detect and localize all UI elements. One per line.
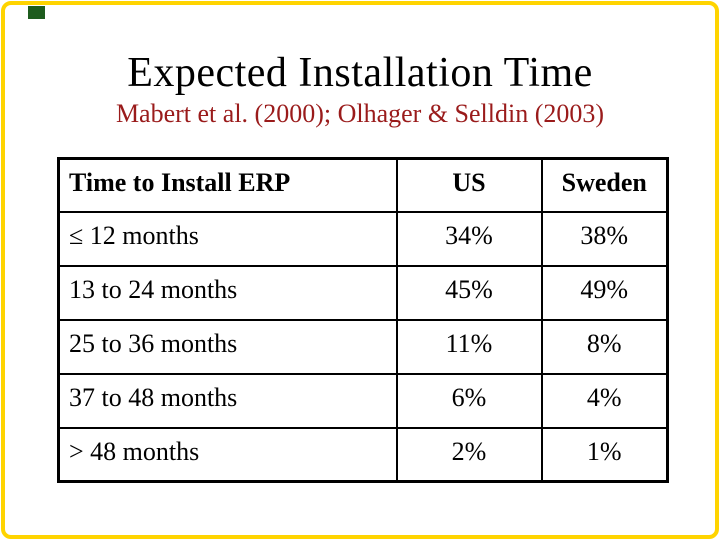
- table-header-row: Time to Install ERP US Sweden: [57, 157, 669, 213]
- table-row: > 48 months 2% 1%: [57, 426, 669, 483]
- us-value: 11%: [395, 318, 543, 375]
- us-value: 2%: [395, 426, 543, 483]
- sweden-value: 49%: [540, 264, 669, 321]
- table-row: 37 to 48 months 6% 4%: [57, 372, 669, 429]
- sweden-value: 38%: [540, 210, 669, 267]
- row-label: > 48 months: [57, 426, 398, 483]
- table-row: ≤ 12 months 34% 38%: [57, 210, 669, 267]
- col-header-us: US: [395, 157, 543, 213]
- erp-install-time-table: Time to Install ERP US Sweden ≤ 12 month…: [57, 157, 669, 483]
- row-label: 13 to 24 months: [57, 264, 398, 321]
- table-row: 25 to 36 months 11% 8%: [57, 318, 669, 375]
- slide-title: Expected Installation Time: [127, 50, 593, 96]
- us-value: 34%: [395, 210, 543, 267]
- col-header-time-to-install: Time to Install ERP: [57, 157, 398, 213]
- slide-subtitle: Mabert et al. (2000); Olhager & Selldin …: [115, 99, 605, 128]
- sweden-value: 4%: [540, 372, 669, 429]
- corner-accent-mark: [28, 6, 45, 19]
- us-value: 45%: [395, 264, 543, 321]
- sweden-value: 8%: [540, 318, 669, 375]
- us-value: 6%: [395, 372, 543, 429]
- table-row: 13 to 24 months 45% 49%: [57, 264, 669, 321]
- row-label: ≤ 12 months: [57, 210, 398, 267]
- row-label: 25 to 36 months: [57, 318, 398, 375]
- row-label: 37 to 48 months: [57, 372, 398, 429]
- sweden-value: 1%: [540, 426, 669, 483]
- col-header-sweden: Sweden: [540, 157, 669, 213]
